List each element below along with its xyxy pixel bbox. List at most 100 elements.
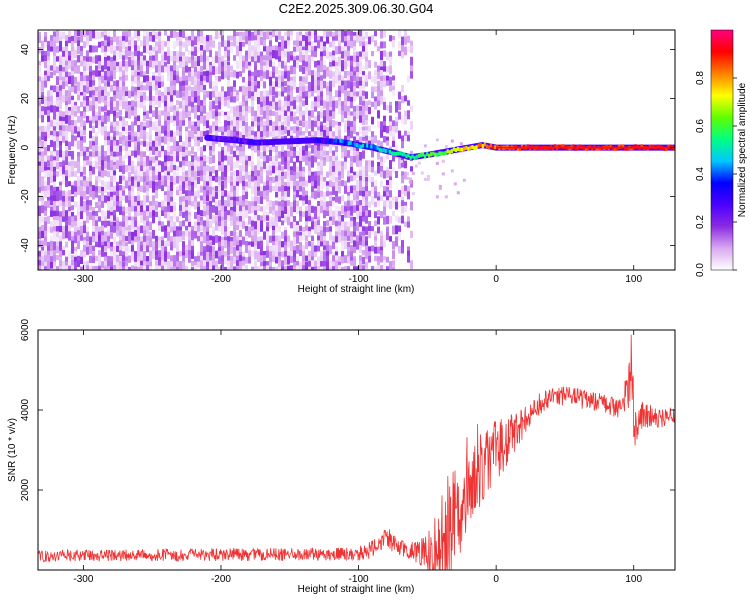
noise-cell: [200, 160, 203, 167]
x-tick-label: -100: [349, 274, 369, 285]
noise-cell: [404, 205, 407, 213]
noise-cell: [38, 130, 41, 137]
noise-cell: [299, 241, 302, 250]
noise-cell: [320, 256, 323, 263]
noise-cell: [371, 101, 374, 107]
noise-cell: [332, 210, 335, 220]
noise-cell: [410, 105, 413, 112]
noise-cell: [155, 85, 158, 92]
noise-cell: [140, 215, 143, 223]
noise-cell: [335, 30, 338, 39]
noise-cell: [134, 150, 137, 158]
noise-cell: [359, 96, 362, 106]
noise-cell: [116, 91, 119, 99]
noise-cell: [227, 125, 230, 132]
noise-cell: [161, 200, 164, 208]
noise-cell: [227, 191, 230, 198]
noise-cell: [293, 146, 296, 153]
noise-cell: [89, 30, 92, 39]
noise-cell: [86, 180, 89, 188]
noise-cell: [254, 61, 257, 69]
noise-cell: [200, 255, 203, 264]
noise-cell: [215, 120, 218, 130]
noise-cell: [332, 36, 335, 42]
noise-cell: [221, 71, 224, 80]
noise-cell: [182, 255, 185, 263]
noise-cell: [206, 41, 209, 50]
noise-cell: [320, 171, 323, 178]
noise-cell: [239, 215, 242, 222]
y-tick-label: 0: [20, 144, 31, 150]
noise-cell: [263, 161, 266, 169]
noise-cell: [329, 210, 332, 218]
noise-cell: [242, 221, 245, 229]
noise-cell: [323, 100, 326, 109]
noise-cell: [197, 66, 200, 74]
noise-cell: [263, 151, 266, 157]
noise-cell: [320, 190, 323, 197]
noise-cell: [245, 210, 248, 218]
noise-cell: [113, 256, 116, 262]
noise-cell: [224, 40, 227, 46]
noise-cell: [278, 125, 281, 132]
noise-cell: [344, 46, 347, 55]
noise-cell: [305, 91, 308, 98]
noise-cell: [158, 76, 161, 86]
noise-cell: [92, 215, 95, 225]
noise-cell: [59, 85, 62, 92]
noise-cell: [137, 256, 140, 266]
noise-cell: [275, 130, 278, 138]
noise-cell: [365, 115, 368, 121]
noise-cell: [257, 55, 260, 63]
noise-cell: [80, 75, 83, 82]
noise-cell: [365, 160, 368, 166]
noise-cell: [83, 225, 86, 234]
noise-cell: [248, 256, 251, 264]
noise-cell: [242, 76, 245, 83]
noise-cell: [203, 260, 206, 269]
noise-cell: [320, 241, 323, 247]
noise-cell: [350, 210, 353, 216]
noise-cell: [374, 61, 377, 68]
noise-cell: [197, 161, 200, 171]
noise-cell: [332, 106, 335, 116]
noise-cell: [305, 255, 308, 262]
noise-cell: [332, 120, 335, 128]
noise-cell: [155, 56, 158, 63]
noise-cell: [308, 231, 311, 238]
noise-cell: [239, 176, 242, 184]
noise-cell: [62, 81, 65, 90]
noise-cell: [221, 91, 224, 100]
noise-cell: [107, 46, 110, 53]
noise-cell: [344, 266, 347, 270]
noise-cell: [209, 171, 212, 181]
noise-cell: [65, 265, 68, 270]
noise-cell: [101, 225, 104, 234]
noise-cell: [287, 205, 290, 215]
noise-cell: [182, 160, 185, 167]
noise-cell: [113, 195, 116, 203]
noise-cell: [218, 180, 221, 189]
noise-cell: [275, 266, 278, 270]
noise-cell: [92, 100, 95, 109]
noise-cell: [272, 50, 275, 59]
noise-cell: [116, 36, 119, 45]
noise-cell: [290, 250, 293, 260]
noise-cell: [140, 51, 143, 60]
noise-cell: [323, 156, 326, 164]
noise-cell: [119, 90, 122, 96]
noise-cell: [293, 40, 296, 46]
noise-cell: [176, 51, 179, 57]
noise-cell: [125, 50, 128, 60]
noise-cell: [269, 181, 272, 189]
noise-cell: [53, 250, 56, 256]
noise-cell: [179, 76, 182, 84]
noise-cell: [281, 75, 284, 83]
noise-cell: [377, 226, 380, 234]
noise-cell: [245, 60, 248, 69]
noise-cell: [386, 191, 389, 199]
noise-cell: [119, 221, 122, 229]
noise-cell: [113, 185, 116, 191]
noise-cell: [371, 166, 374, 173]
noise-cell: [290, 116, 293, 122]
